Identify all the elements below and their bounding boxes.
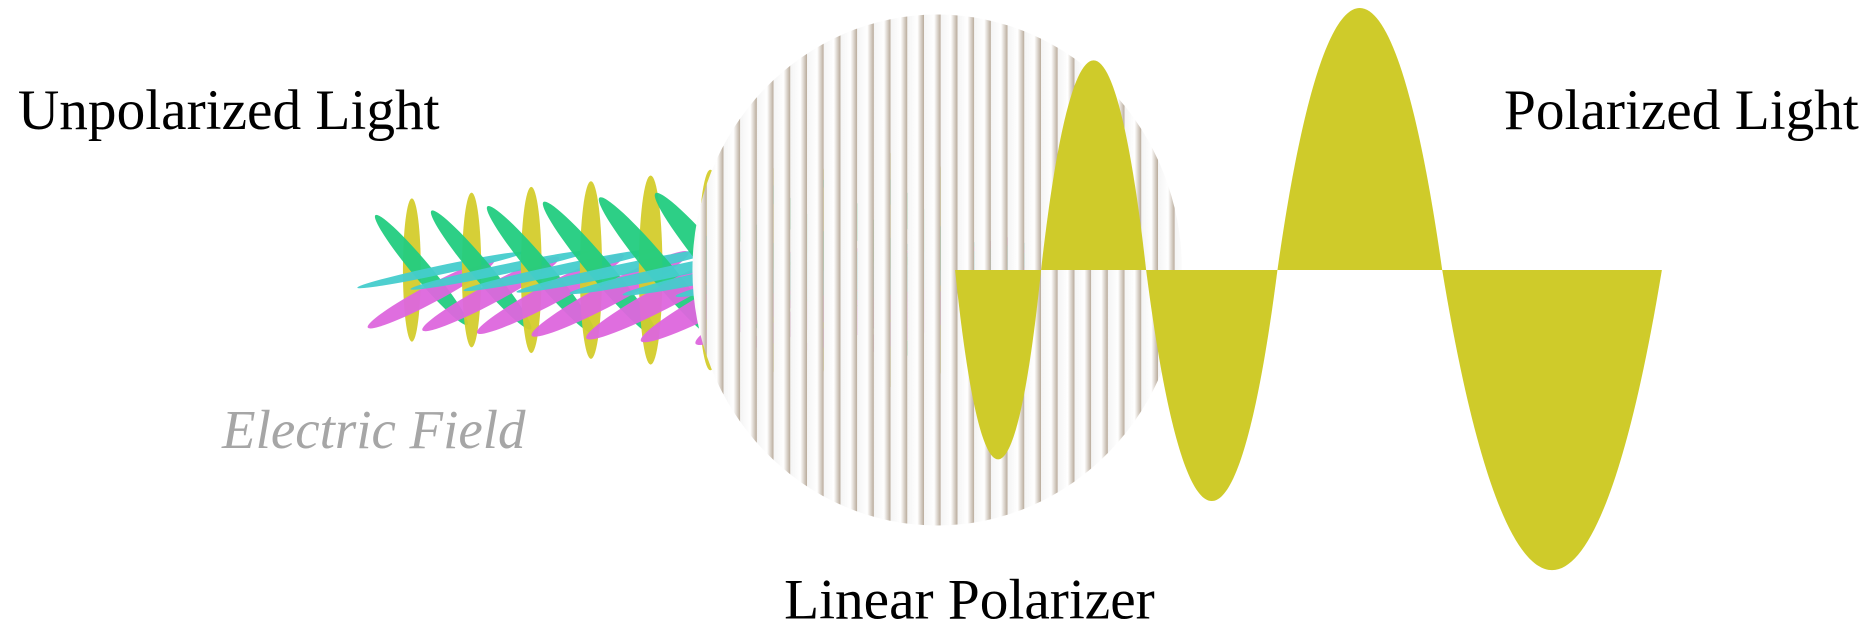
- polarizer-slat: [1125, 0, 1142, 549]
- polarizer-slat: [690, 0, 707, 549]
- polarizer-slat: [840, 0, 857, 549]
- polarizer-slat: [790, 0, 807, 549]
- wave-lobe: [1146, 270, 1277, 501]
- polarizer-slat: [1041, 0, 1058, 549]
- polarizer-slat: [740, 0, 757, 549]
- polarizer-slat: [941, 0, 958, 549]
- linear-polarizer: [690, 0, 1191, 549]
- polarizer-slat: [907, 0, 924, 549]
- polarizer-slat: [707, 0, 724, 549]
- polarizer-label: Linear Polarizer: [784, 569, 1155, 626]
- polarizer-slat: [924, 0, 941, 549]
- diagram: Unpolarized Light Polarized Light Electr…: [0, 0, 1872, 626]
- polarizer-slat: [757, 0, 774, 549]
- polarizer-slat: [1058, 0, 1075, 549]
- polarizer-slat: [874, 0, 891, 549]
- wave-lobe: [1442, 270, 1662, 570]
- polarized-label: Polarized Light: [1504, 79, 1859, 142]
- polarizer-slat: [774, 0, 791, 549]
- polarizer-slat: [723, 0, 740, 549]
- unpolarized-label: Unpolarized Light: [18, 79, 440, 142]
- polarizer-slat: [807, 0, 824, 549]
- polarizer-slat: [857, 0, 874, 549]
- wave-lobe: [1277, 8, 1442, 270]
- polarizer-slat: [824, 0, 841, 549]
- electric-field-label: Electric Field: [221, 399, 526, 460]
- polarizer-slat: [891, 0, 908, 549]
- page: Unpolarized Light Polarized Light Electr…: [0, 0, 1872, 626]
